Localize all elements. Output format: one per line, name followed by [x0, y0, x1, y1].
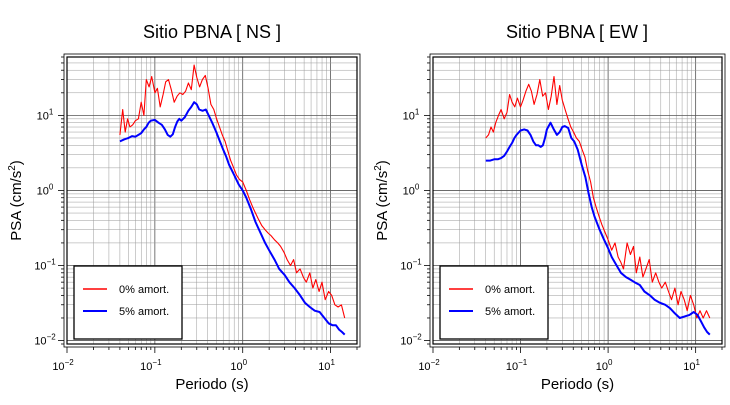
y-axis-label: PSA (cm/s2) — [373, 160, 391, 241]
plot-frame — [432, 56, 723, 345]
x-axis-label: Periodo (s) — [541, 376, 614, 393]
x-tick-label: 10−2 — [418, 358, 440, 373]
series-line-amort-5 — [119, 101, 346, 336]
x-tick-label: 101 — [683, 358, 700, 373]
y-tick-label: 10−2 — [400, 333, 422, 348]
y-axis-label: PSA (cm/s2) — [7, 160, 25, 241]
legend-label: 0% amort. — [119, 284, 169, 296]
series-line-amort-5 — [485, 121, 711, 336]
legend-box — [439, 265, 549, 340]
plot-frame — [66, 56, 358, 345]
x-tick-label: 100 — [230, 358, 247, 373]
legend-box — [73, 265, 183, 340]
chart-title: Sitio PBNA [ NS ] — [143, 22, 281, 42]
x-tick-label: 101 — [318, 358, 335, 373]
legend-label: 5% amort. — [119, 306, 169, 318]
chart-panel-2: 10−2 10−1 100 101 10−2 10−1 100 101 Sitio PBNA [… — [373, 22, 726, 393]
plot-frame-outer — [63, 53, 361, 348]
y-tick-label: 10−2 — [34, 333, 56, 348]
legend: 0% amort. 5% amort. — [439, 265, 549, 340]
chart-title: Sitio PBNA [ EW ] — [506, 22, 648, 42]
y-tick-label: 100 — [37, 182, 54, 197]
legend-label: 0% amort. — [485, 284, 535, 296]
x-tick-label: 10−1 — [506, 358, 528, 373]
y-tick-label: 10−1 — [400, 258, 422, 273]
x-axis-label: Periodo (s) — [175, 376, 248, 393]
legend-label: 5% amort. — [485, 306, 535, 318]
legend: 0% amort. 5% amort. — [73, 265, 183, 340]
y-tick-label: 100 — [403, 182, 420, 197]
x-tick-label: 10−1 — [140, 358, 162, 373]
x-tick-label: 100 — [596, 358, 613, 373]
chart-panel-1: 10−2 10−1 100 101 10−2 10−1 100 101 Sitio PBNA [… — [7, 22, 361, 393]
y-tick-label: 101 — [37, 107, 54, 122]
series-line-amort-0 — [485, 75, 711, 319]
y-tick-label: 101 — [403, 107, 420, 122]
x-tick-label: 10−2 — [52, 358, 74, 373]
y-tick-label: 10−1 — [34, 258, 56, 273]
plot-frame-outer — [429, 53, 726, 348]
series-line-amort-0 — [119, 64, 346, 319]
